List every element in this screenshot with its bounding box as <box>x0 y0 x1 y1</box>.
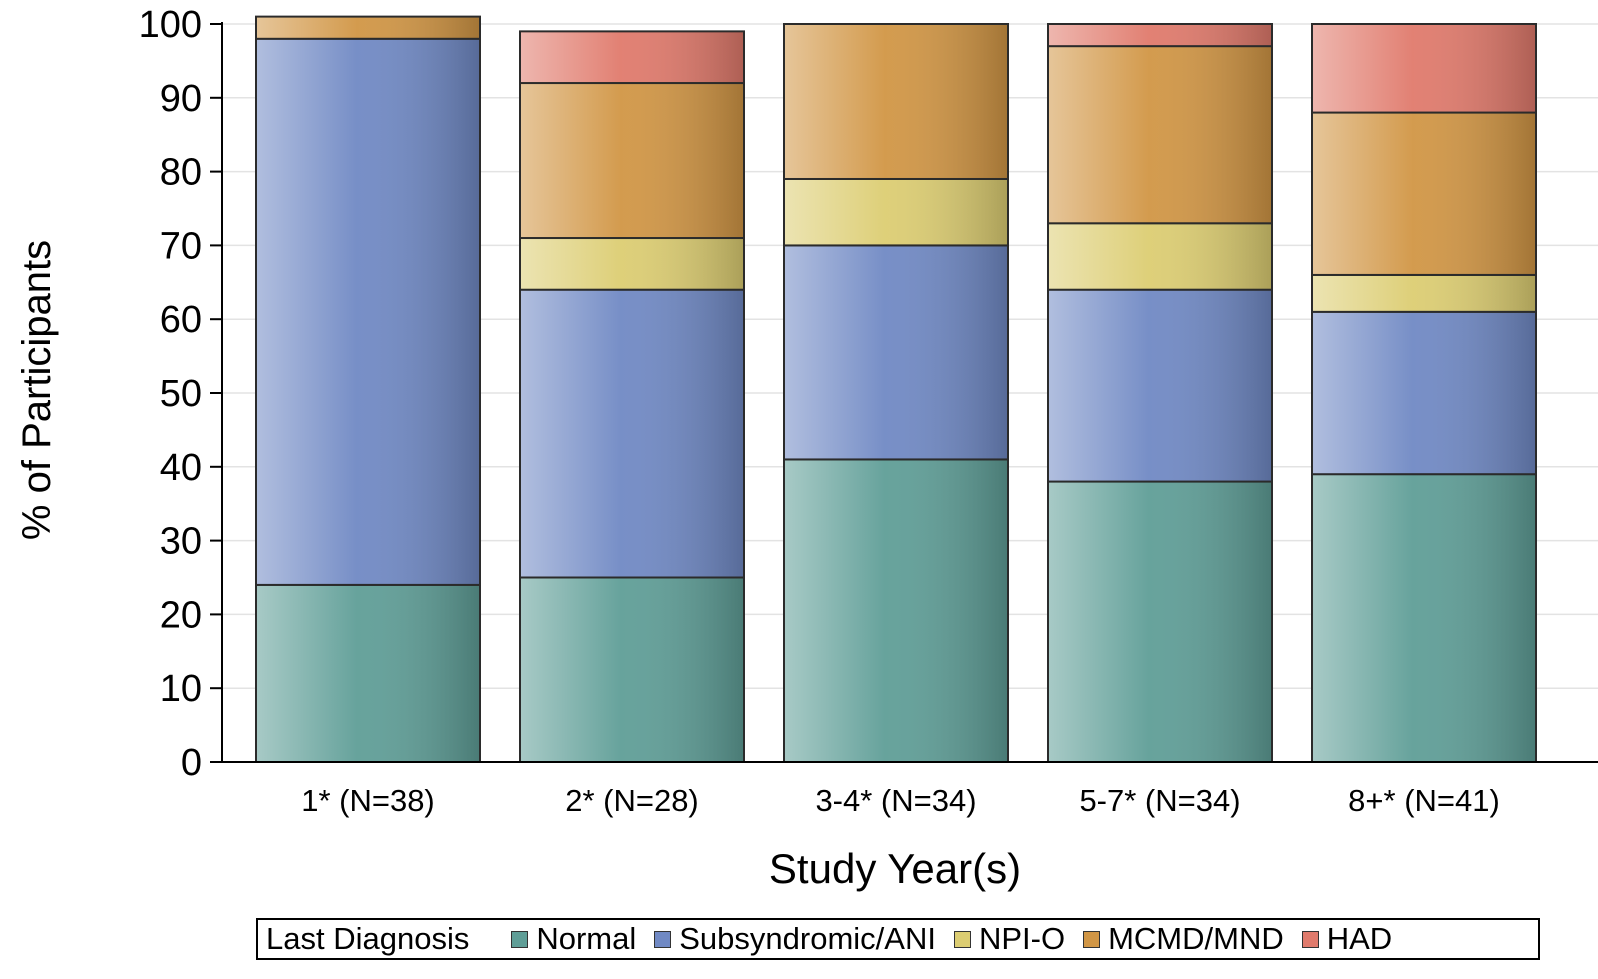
y-tick-label: 40 <box>160 447 202 489</box>
y-tick-label: 30 <box>160 521 202 563</box>
legend: Last Diagnosis Normal Subsyndromic/ANI NPI… <box>256 918 1540 960</box>
bar-segment-shade <box>785 246 1007 459</box>
y-tick-label: 0 <box>181 742 202 784</box>
bar-segment-shade <box>1313 475 1535 761</box>
legend-label: Subsyndromic/ANI <box>679 921 936 956</box>
y-tick-label: 70 <box>160 225 202 267</box>
legend-label: Normal <box>536 921 637 956</box>
bar-segment-shade <box>785 25 1007 178</box>
legend-item: HAD <box>1301 921 1393 957</box>
legend-item: Subsyndromic/ANI <box>654 921 936 957</box>
bar-segment-shade <box>257 39 479 584</box>
bar-segment-shade <box>1049 224 1271 289</box>
y-tick-label: 60 <box>160 299 202 341</box>
y-tick-label: 80 <box>160 152 202 194</box>
legend-label: MCMD/MND <box>1108 921 1284 956</box>
bar-segment-shade <box>521 239 743 289</box>
y-tick-label: 100 <box>139 4 202 46</box>
y-tick-label: 90 <box>160 78 202 120</box>
x-tick-labels: 1* (N=38) 2* (N=28) 3-4* (N=34) 5-7* (N=34)… <box>301 783 1500 818</box>
x-tick-label: 2* (N=28) <box>565 783 699 818</box>
bar-segment-shade <box>257 585 479 761</box>
legend-label: HAD <box>1326 921 1393 956</box>
y-tick-label: 50 <box>160 373 202 415</box>
legend-item: Normal <box>511 921 636 957</box>
bar-segment-shade <box>1313 312 1535 474</box>
bar-segment-shade <box>1313 25 1535 112</box>
bar-segment-shade <box>1049 47 1271 223</box>
legend-swatch <box>1083 930 1101 948</box>
legend-swatch <box>511 930 529 948</box>
legend-swatch <box>953 930 971 948</box>
bar-segment-shade <box>521 290 743 577</box>
bar-segment-shade <box>257 17 479 38</box>
legend-item: NPI-O <box>953 921 1066 957</box>
y-tick-label: 10 <box>160 668 202 710</box>
legend-title: Last Diagnosis <box>266 921 470 956</box>
bar-segment-shade <box>521 32 743 83</box>
bar-segment-shade <box>785 179 1007 245</box>
bar-segment-shade <box>521 578 743 761</box>
legend-label: NPI-O <box>978 921 1066 956</box>
y-tick-label: 20 <box>160 594 202 636</box>
bars <box>255 15 1537 763</box>
bar-segment-shade <box>1313 113 1535 274</box>
legend-items: Normal Subsyndromic/ANI NPI-O MCMD/MND HAD <box>511 921 1410 957</box>
y-tick-labels: 0 10 20 30 40 50 60 70 80 90 100 <box>139 4 222 784</box>
bar-segment-shade <box>785 460 1007 761</box>
x-tick-label: 5-7* (N=34) <box>1079 783 1240 818</box>
legend-item: MCMD/MND <box>1083 921 1284 957</box>
bar-segment-shade <box>521 84 743 238</box>
legend-swatch <box>1301 930 1319 948</box>
bar-segment-shade <box>1313 275 1535 311</box>
x-tick-label: 3-4* (N=34) <box>815 783 976 818</box>
bar-segment-shade <box>1049 482 1271 761</box>
x-tick-label: 8+* (N=41) <box>1348 783 1500 818</box>
legend-swatch <box>654 930 672 948</box>
y-axis-label: % of Participants <box>15 240 59 540</box>
bar-segment-shade <box>1049 25 1271 46</box>
x-axis-label: Study Year(s) <box>769 845 1021 892</box>
bar-segment-shade <box>1049 290 1271 481</box>
x-tick-label: 1* (N=38) <box>301 783 435 818</box>
